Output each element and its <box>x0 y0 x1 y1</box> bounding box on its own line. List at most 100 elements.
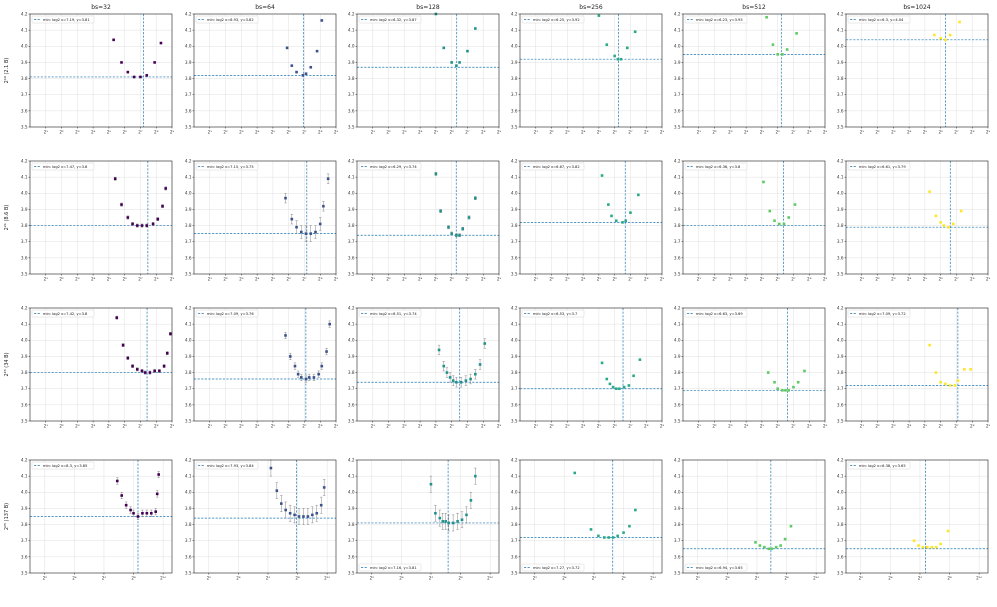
x-tick-label: 2² <box>712 277 717 282</box>
y-tick-label: 3.8 <box>674 76 681 81</box>
y-tick-label: 3.5 <box>348 418 355 423</box>
y-tick-label: 4.0 <box>348 338 355 343</box>
legend-label: min: log2 x=6.23, y=3.95 <box>696 18 743 22</box>
x-tick-label: 2⁹ <box>334 130 339 135</box>
y-tick-label: 4.0 <box>185 338 192 343</box>
data-point <box>483 342 487 345</box>
x-tick-label: 2⁹ <box>170 277 175 282</box>
legend-box <box>684 563 748 572</box>
axes-frame <box>845 307 989 422</box>
y-tick-label: 3.7 <box>511 92 518 97</box>
y-tick-label: 4.1 <box>674 474 681 479</box>
x-tick-label: 2⁶ <box>429 576 434 581</box>
data-point <box>314 230 317 234</box>
y-tick-label: 3.6 <box>674 255 681 260</box>
data-point <box>958 20 961 24</box>
x-tick-label: 2⁴ <box>255 130 260 135</box>
y-tick-label: 3.5 <box>837 271 844 276</box>
axes-frame <box>193 13 337 128</box>
y-tick-label: 4.1 <box>348 28 355 33</box>
x-tick-label: 2⁸ <box>481 130 486 135</box>
data-point <box>948 33 952 37</box>
axes-frame <box>845 459 989 574</box>
data-point <box>299 376 303 379</box>
column-title-1: bs=64 <box>255 4 275 11</box>
data-point <box>787 216 791 219</box>
x-tick-label: 2⁷ <box>302 130 307 135</box>
panel-r1-c5: 3.5 3.6 3.7 3.8 3.9 4.0 4.1 4.2 2¹ 2² 2³ 2⁴ 2⁵ 2⁶ 2⁷ 2⁸… <box>837 158 991 281</box>
panel-r0-c5: 3.5 3.6 3.7 3.8 3.9 4.0 4.1 4.2 2¹ 2² 2³ 2⁴ 2⁵ 2⁶ 2⁷ 2⁸… <box>837 11 991 134</box>
x-tick-label: 2⁶ <box>755 576 760 581</box>
data-point <box>939 380 942 384</box>
x-tick-label: 2⁶ <box>612 424 617 429</box>
data-point <box>328 322 331 326</box>
panel-r2-c1: 3.5 3.6 3.7 3.8 3.9 4.0 4.1 4.2 2¹ 2² 2³ 2⁴ 2⁵ 2⁶ 2⁷ 2⁸… <box>185 305 339 428</box>
data-point <box>161 204 164 208</box>
legend-box <box>521 563 585 572</box>
data-point <box>444 520 448 523</box>
y-tick-label: 3.7 <box>511 386 518 391</box>
data-point <box>149 511 153 515</box>
y-tick-label: 4.2 <box>348 305 355 310</box>
data-point <box>132 75 136 79</box>
data-point <box>293 364 297 368</box>
y-tick-label: 3.5 <box>511 418 518 423</box>
y-tick-label: 4.1 <box>511 474 518 479</box>
data-point <box>474 196 477 200</box>
x-tick-label: 2² <box>386 424 391 429</box>
axes-frame <box>29 307 173 422</box>
data-point <box>315 511 319 515</box>
x-tick-label: 2⁶ <box>775 277 780 282</box>
data-point <box>939 36 942 40</box>
x-tick-label: 2⁶ <box>449 277 454 282</box>
y-tick-label: 4.1 <box>185 28 192 33</box>
y-tick-label: 3.8 <box>185 370 192 375</box>
data-point <box>451 521 455 525</box>
y-tick-label: 3.8 <box>185 223 192 228</box>
y-tick-label: 3.9 <box>674 354 681 359</box>
data-point <box>917 544 920 547</box>
data-point <box>145 74 149 77</box>
panel-r1-c4: 3.5 3.6 3.7 3.8 3.9 4.0 4.1 4.2 2¹ 2² 2³ 2⁴ 2⁵ 2⁶ 2⁷ 2⁸… <box>674 158 828 281</box>
x-tick-label: 2² <box>223 424 228 429</box>
y-tick-label: 4.1 <box>511 28 518 33</box>
x-tick-label: 2⁴ <box>72 576 77 581</box>
data-point <box>589 528 593 531</box>
data-point <box>789 524 793 528</box>
y-tick-label: 4.0 <box>21 44 28 49</box>
axes-frame <box>29 13 173 128</box>
x-tick-label: 2⁸ <box>154 424 159 429</box>
data-point <box>120 61 123 64</box>
y-tick-label: 3.9 <box>21 207 28 212</box>
data-point <box>921 545 925 549</box>
y-tick-label: 4.2 <box>511 11 518 16</box>
column-title-4: bs=512 <box>742 4 766 11</box>
data-point <box>926 545 929 549</box>
data-point <box>934 214 938 218</box>
panel-r3-c2: 3.5 3.6 3.7 3.8 3.9 4.0 4.1 4.2 2² 2⁴ 2⁶ 2⁸ 2¹⁰ min: … <box>348 457 500 581</box>
x-tick-label: 2⁸ <box>644 130 649 135</box>
data-point <box>135 224 139 227</box>
x-tick-label: 2⁴ <box>562 576 567 581</box>
x-tick-label: 2⁴ <box>91 277 96 282</box>
y-tick-label: 4.2 <box>21 305 28 310</box>
y-tick-label: 4.2 <box>837 457 844 462</box>
data-point <box>143 371 147 374</box>
data-point <box>614 387 618 391</box>
legend-label: min: log2 x=7.19, y=3.81 <box>43 18 90 22</box>
data-point <box>781 389 784 392</box>
data-point <box>141 511 144 515</box>
legend-box <box>195 309 259 318</box>
y-tick-label: 3.6 <box>837 402 844 407</box>
x-tick-label: 2⁴ <box>581 277 586 282</box>
x-tick-label: 2¹ <box>44 130 49 135</box>
x-tick-label: 2⁶ <box>286 277 291 282</box>
data-point <box>779 544 782 547</box>
x-tick-label: 2⁶ <box>122 130 127 135</box>
data-point <box>793 203 797 206</box>
y-tick-label: 3.8 <box>348 76 355 81</box>
data-point <box>450 61 453 64</box>
data-point <box>442 46 446 50</box>
data-point <box>434 172 438 176</box>
y-tick-label: 3.6 <box>185 554 192 559</box>
